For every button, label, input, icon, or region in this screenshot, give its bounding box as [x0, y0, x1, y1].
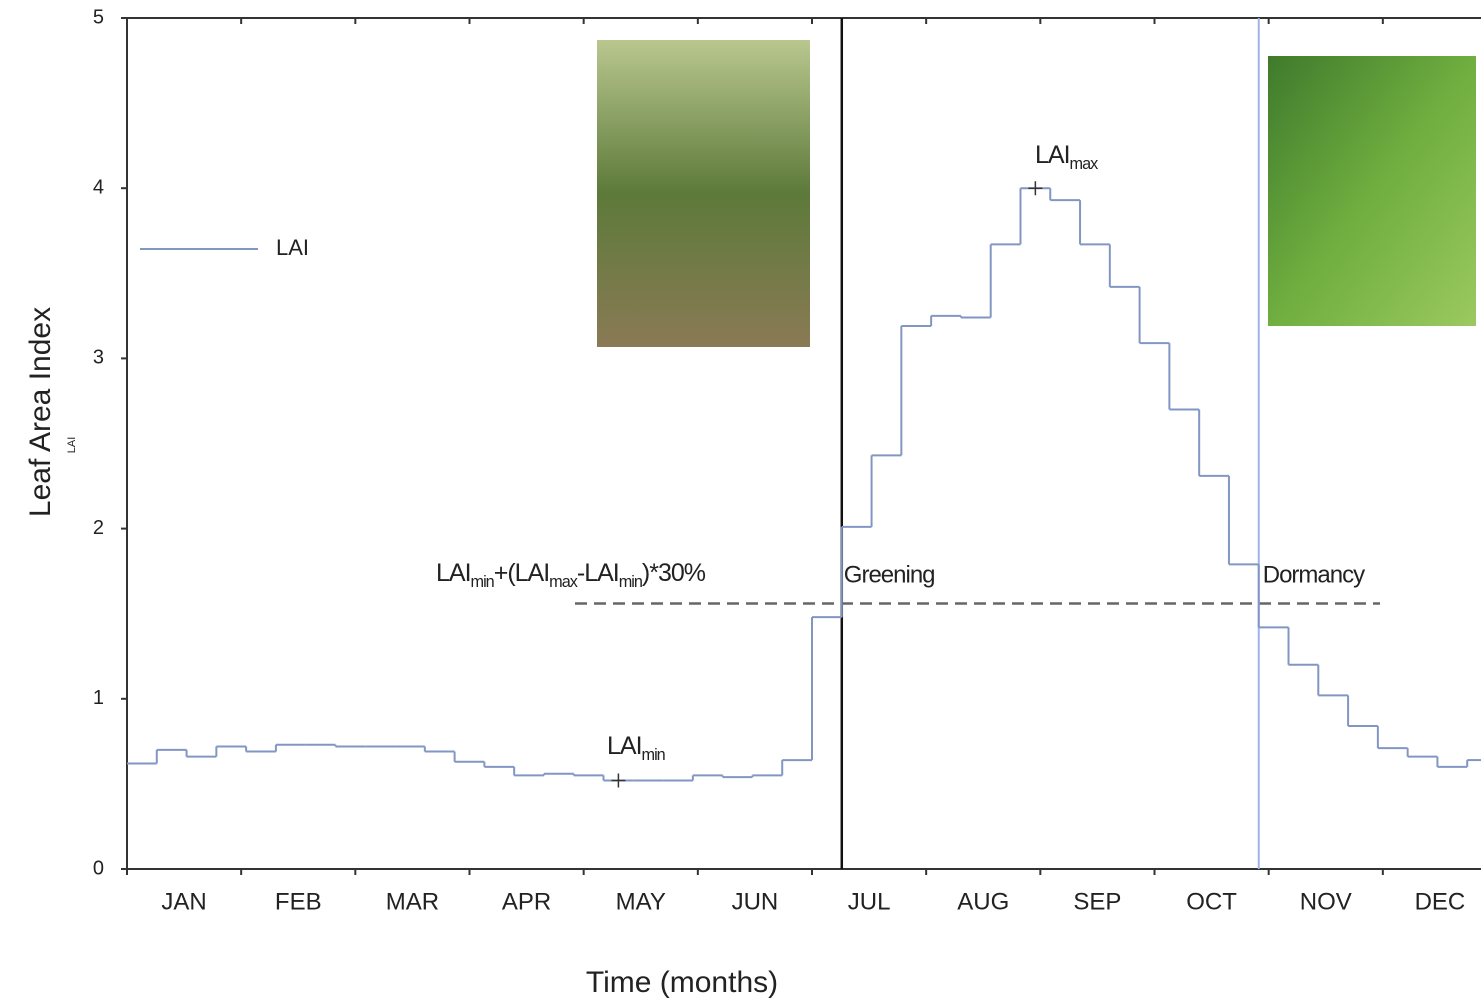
x-tick-label: OCT — [1186, 888, 1237, 915]
threshold-label-part: )*30% — [642, 559, 706, 587]
y-tick-label: 0 — [93, 857, 104, 879]
max-marker — [1028, 181, 1043, 196]
y-tick-label: 1 — [93, 687, 104, 709]
y-axis-label: Leaf Area Index — [24, 307, 57, 517]
photo-dry-season — [597, 40, 810, 347]
min-label-part: min — [642, 746, 665, 764]
max-label-part: max — [1070, 155, 1099, 173]
x-tick-label: NOV — [1300, 888, 1352, 915]
x-tick-label: SEP — [1073, 888, 1121, 915]
min-label: LAImin — [607, 732, 665, 765]
inner-y-axis-label: LAI — [66, 437, 78, 454]
x-tick-label: MAR — [386, 888, 439, 915]
x-axis-label: Time (months) — [586, 966, 778, 999]
greening-label: Greening — [844, 561, 935, 588]
x-tick-label: DEC — [1415, 888, 1466, 915]
x-tick-label: JUL — [848, 888, 891, 915]
threshold-label-part: +(LAI — [494, 559, 549, 587]
dormancy-label: Dormancy — [1263, 561, 1365, 588]
threshold-label-part: min — [619, 573, 642, 591]
threshold-label-part: max — [549, 573, 578, 591]
y-tick-label: 5 — [93, 6, 104, 28]
x-tick-label: FEB — [275, 888, 322, 915]
photo-wet-season — [1268, 56, 1476, 326]
x-tick-label: JUN — [732, 888, 779, 915]
threshold-label-part: LAI — [436, 559, 471, 587]
y-tick-label: 2 — [93, 517, 104, 539]
threshold-label: LAImin+(LAImax-LAImin)*30% — [436, 559, 706, 592]
x-tick-label: MAY — [616, 888, 666, 915]
threshold-label-part: -LAI — [577, 559, 619, 587]
min-marker — [611, 773, 626, 788]
threshold-label-part: min — [471, 573, 494, 591]
x-tick-label: AUG — [957, 888, 1009, 915]
min-label-part: LAI — [607, 732, 642, 760]
x-tick-label: APR — [502, 888, 551, 915]
max-label-part: LAI — [1035, 141, 1070, 169]
legend-label: LAI — [276, 235, 309, 260]
y-tick-label: 4 — [93, 176, 104, 198]
y-tick-label: 3 — [93, 347, 104, 369]
x-tick-label: JAN — [161, 888, 206, 915]
max-label: LAImax — [1035, 141, 1098, 174]
